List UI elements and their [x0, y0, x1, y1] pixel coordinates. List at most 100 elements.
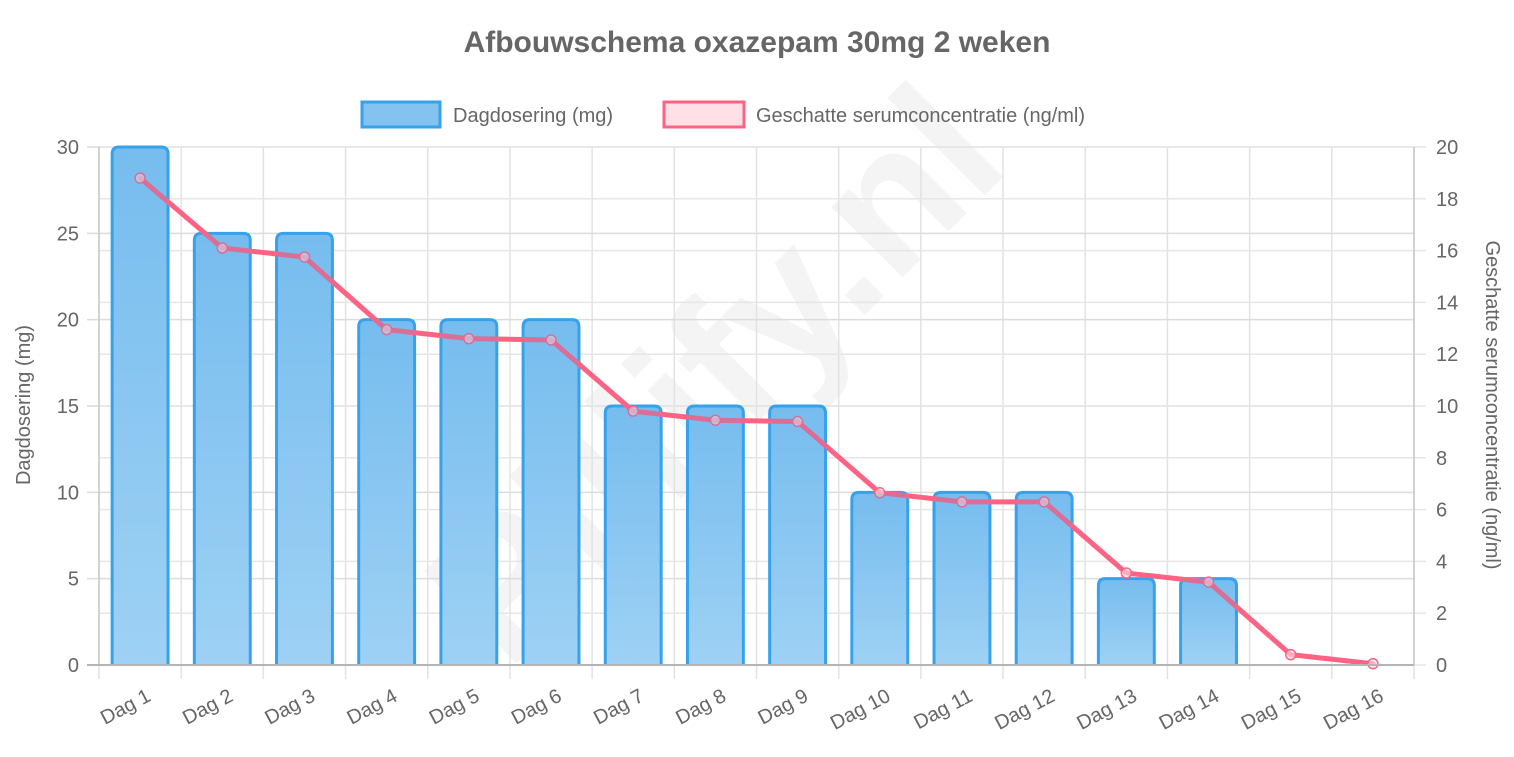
y2-tick-label: 18 — [1436, 189, 1458, 211]
bar-overlay — [278, 234, 331, 666]
bar-dosage[interactable] — [358, 319, 415, 665]
serum-point[interactable] — [545, 334, 557, 346]
bar-dosage[interactable] — [687, 406, 744, 665]
x-tick-label: Dag 8 — [672, 685, 729, 729]
y2-tick-label: 12 — [1436, 344, 1458, 366]
line-series-serum — [113, 148, 1379, 670]
legend-label-serum: Geschatte serumconcentratie (ng/ml) — [756, 105, 1085, 127]
y-tick-label: 15 — [57, 396, 79, 418]
serum-line — [137, 175, 1376, 667]
x-tick-label: Dag 10 — [827, 685, 894, 735]
x-tick-label: Dag 15 — [1238, 685, 1305, 735]
x-tick-label: Dag 5 — [426, 685, 483, 729]
bar-dosage[interactable] — [605, 406, 662, 665]
serum-point[interactable] — [1038, 496, 1050, 508]
y-axis-title: Dagdosering (mg) — [13, 325, 35, 485]
x-tick-label: Dag 9 — [754, 685, 811, 729]
bar-dosage[interactable] — [194, 233, 251, 666]
x-tick-label: Dag 11 — [910, 685, 976, 734]
bar-dosage[interactable] — [1180, 578, 1237, 665]
bar-overlay — [360, 321, 414, 665]
bar-series-dosage — [110, 145, 1238, 666]
serum-point[interactable] — [1367, 657, 1379, 670]
bar-overlay — [1017, 493, 1071, 665]
legend-item-dosage[interactable]: Dagdosering (mg) — [360, 100, 613, 129]
bar-overlay — [113, 148, 167, 665]
bar-overlay — [771, 407, 825, 665]
bar-dosage[interactable] — [276, 233, 333, 666]
bar-overlay — [524, 321, 578, 665]
bar-outline — [357, 318, 417, 665]
x-tick-label: Dag 1 — [97, 685, 154, 729]
bar-outline — [275, 231, 334, 665]
bar-outline — [768, 404, 828, 665]
serum-point[interactable] — [298, 251, 311, 263]
bar-dosage[interactable] — [112, 147, 169, 665]
serum-point[interactable] — [380, 323, 393, 336]
y2-tick-label: 0 — [1436, 655, 1447, 677]
serum-point[interactable] — [463, 332, 475, 345]
bar-overlay — [442, 321, 496, 665]
bar-overlay — [1182, 580, 1235, 665]
serum-point[interactable] — [216, 242, 229, 254]
x-tick-label: Dag 16 — [1320, 685, 1387, 735]
bar-overlay — [1099, 580, 1153, 665]
y2-tick-label: 6 — [1436, 500, 1447, 522]
bar-outline — [439, 318, 499, 665]
bar-overlay — [935, 493, 989, 665]
y2-tick-label: 16 — [1436, 241, 1458, 263]
y-tick-label: 25 — [57, 223, 79, 245]
serum-point[interactable] — [1120, 567, 1133, 579]
bar-outline — [192, 231, 252, 665]
serum-point[interactable] — [791, 415, 804, 428]
bar-dosage[interactable] — [851, 492, 908, 665]
bar-dosage[interactable] — [1098, 578, 1155, 665]
legend-swatch-serum — [662, 100, 746, 129]
bar-dosage[interactable] — [934, 492, 990, 665]
bar-outline — [685, 404, 745, 665]
bar-outline — [110, 145, 170, 665]
bar-dosage[interactable] — [1016, 492, 1073, 665]
bar-dosage[interactable] — [769, 406, 826, 665]
legend-swatch-dosage — [360, 100, 442, 129]
bar-outline — [1014, 490, 1074, 665]
chart-title: Afbouwschema oxazepam 30mg 2 weken — [464, 26, 1051, 59]
serum-point[interactable] — [1284, 648, 1297, 661]
legend-label-dosage: Dagdosering (mg) — [453, 105, 613, 127]
x-tick-label: Dag 2 — [179, 685, 236, 729]
y2-axis-title: Geschatte serumconcentratie (ng/ml) — [1481, 240, 1503, 569]
serum-point[interactable] — [134, 172, 146, 184]
y-tick-label: 10 — [57, 482, 79, 504]
serum-point[interactable] — [1202, 576, 1215, 588]
y2-tick-label: 14 — [1436, 292, 1458, 314]
serum-point[interactable] — [956, 496, 968, 508]
y2-tick-label: 4 — [1436, 551, 1447, 573]
y2-tick-label: 10 — [1436, 396, 1458, 418]
x-tick-label: Dag 4 — [344, 685, 401, 729]
bar-outline — [521, 318, 581, 665]
bar-dosage[interactable] — [523, 319, 579, 665]
y-tick-label: 5 — [68, 569, 79, 591]
y-tick-label: 30 — [57, 137, 79, 159]
legend: Dagdosering (mg) Geschatte serumconcentr… — [360, 100, 1085, 129]
bar-dosage[interactable] — [440, 319, 497, 665]
y2-tick-label: 8 — [1436, 448, 1447, 470]
y-tick-label: 20 — [57, 310, 79, 332]
x-tick-label: Dag 12 — [991, 685, 1058, 735]
serum-point[interactable] — [874, 487, 886, 499]
bar-overlay — [195, 234, 249, 666]
x-tick-label: Dag 13 — [1073, 685, 1140, 735]
serum-point[interactable] — [709, 414, 722, 426]
y-tick-label: 0 — [68, 655, 79, 677]
bar-overlay — [688, 407, 742, 665]
y2-tick-label: 20 — [1436, 137, 1458, 159]
y2-tick-label: 2 — [1436, 603, 1447, 625]
x-tick-label: Dag 7 — [590, 685, 647, 729]
bar-overlay — [606, 407, 660, 665]
serum-point[interactable] — [627, 405, 639, 417]
x-tick-label: Dag 3 — [261, 685, 318, 729]
legend-item-serum[interactable]: Geschatte serumconcentratie (ng/ml) — [662, 100, 1085, 129]
bar-overlay — [853, 493, 907, 665]
